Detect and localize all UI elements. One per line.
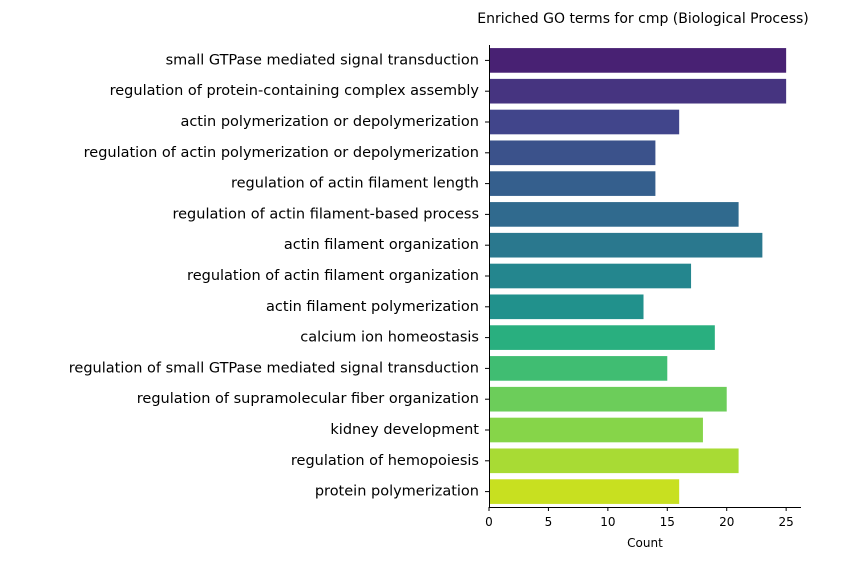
- category-label: regulation of actin filament length: [231, 176, 479, 192]
- bar-5: [489, 171, 656, 196]
- x-tick-label: 0: [485, 515, 493, 529]
- bar-10: [489, 325, 715, 350]
- category-label: regulation of supramolecular fiber organ…: [137, 391, 479, 407]
- category-label: kidney development: [330, 422, 479, 438]
- category-label: calcium ion homeostasis: [300, 330, 479, 346]
- x-tick-label: 5: [545, 515, 553, 529]
- category-label: regulation of actin polymerization or de…: [84, 145, 479, 161]
- bar-6: [489, 202, 739, 227]
- category-label: protein polymerization: [315, 484, 479, 500]
- category-label: regulation of small GTPase mediated sign…: [69, 360, 479, 376]
- bar-15: [489, 479, 680, 504]
- category-labels: small GTPase mediated signal transductio…: [69, 52, 480, 499]
- bar-13: [489, 417, 703, 443]
- category-label: actin polymerization or depolymerization: [180, 114, 479, 130]
- bar-8: [489, 263, 692, 289]
- bar-14: [489, 448, 739, 474]
- bar-7: [489, 232, 763, 258]
- bar-9: [489, 294, 644, 320]
- x-tick-label: 25: [779, 515, 794, 529]
- category-label: actin filament organization: [284, 237, 479, 253]
- x-tick-label: 20: [719, 515, 734, 529]
- bar-11: [489, 356, 668, 381]
- bar-12: [489, 386, 727, 412]
- category-label: small GTPase mediated signal transductio…: [166, 52, 479, 68]
- category-label: regulation of protein-containing complex…: [110, 83, 480, 99]
- category-label: regulation of actin filament organizatio…: [187, 268, 479, 284]
- chart-title: Enriched GO terms for cmp (Biological Pr…: [477, 11, 809, 27]
- bar-3: [489, 109, 680, 135]
- x-tick-label: 10: [600, 515, 615, 529]
- category-label: regulation of actin filament-based proce…: [172, 206, 479, 222]
- category-label: regulation of hemopoiesis: [291, 453, 479, 469]
- bar-2: [489, 78, 787, 104]
- bars-layer: [489, 48, 787, 504]
- bar-4: [489, 140, 656, 166]
- bar-1: [489, 48, 787, 73]
- category-label: actin filament polymerization: [266, 299, 479, 315]
- x-axis-label: Count: [627, 536, 663, 550]
- x-tick-label: 15: [660, 515, 675, 529]
- x-axis-ticks: 0 5 10 15 20 25: [485, 59, 794, 529]
